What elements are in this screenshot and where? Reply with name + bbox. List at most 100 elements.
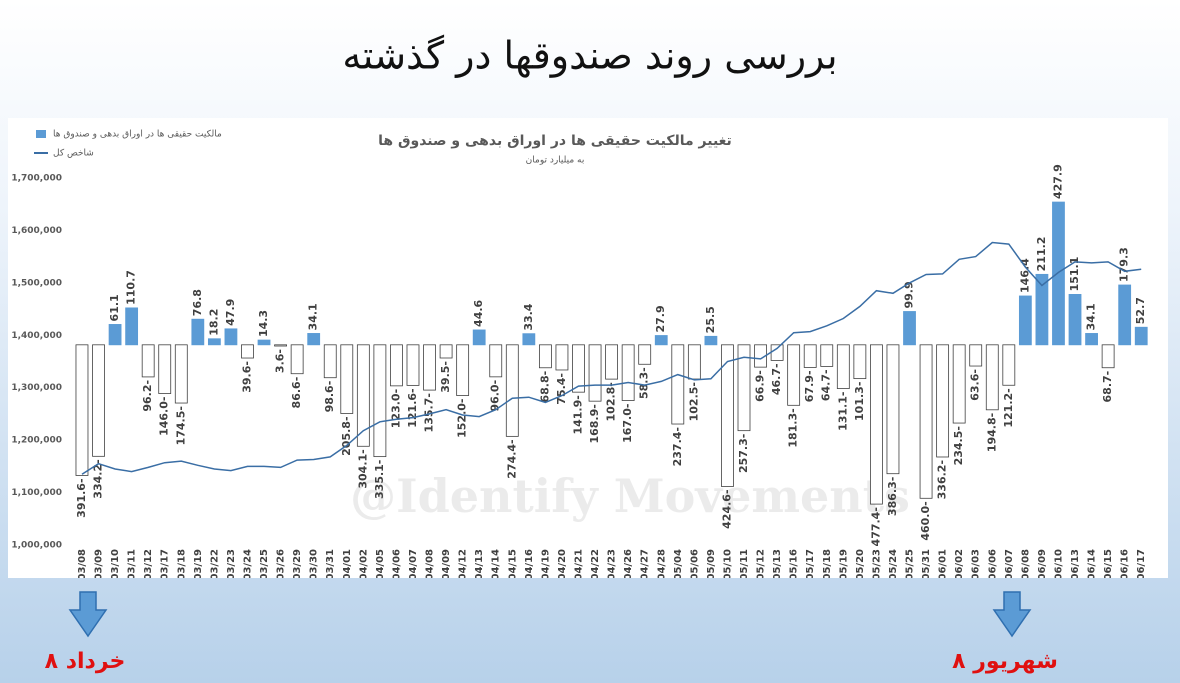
bar [1002,344,1016,386]
value-label: 152.0- [456,399,469,438]
x-tick-label: 03/09 [94,549,105,581]
bar [323,344,337,379]
x-tick-label: 03/23 [226,549,237,581]
x-tick-label: 03/29 [292,549,303,581]
x-tick-label: 04/12 [458,549,469,581]
x-tick-label: 05/18 [822,549,833,581]
bar [75,344,89,476]
x-tick-label: 06/13 [1070,549,1081,581]
bar [654,335,668,346]
x-tick-label: 06/02 [954,549,965,581]
x-tick-label: 04/16 [524,549,535,581]
bar [472,329,486,346]
page-title: بررسی روند صندوقها در گذشته [342,34,837,79]
x-tick-label: 04/06 [391,549,402,581]
x-tick-label: 04/01 [342,549,353,581]
bar [770,344,784,361]
x-tick-label: 04/21 [573,549,584,581]
value-label: 14.3 [257,310,270,337]
bar [274,344,287,347]
bar [836,344,850,389]
bar [257,339,271,346]
bar [108,324,122,346]
x-tick-label: 04/20 [557,549,568,581]
bar [969,344,983,367]
x-tick-label: 04/19 [540,549,551,581]
x-tick-label: 04/15 [507,549,518,581]
bar [406,344,420,386]
x-tick-label: 03/26 [276,549,287,581]
value-label: 47.9 [224,299,237,326]
bar [555,344,569,371]
bar [290,344,304,375]
bar [538,344,552,369]
bar [687,344,701,380]
value-label: 44.6 [472,299,485,326]
x-tick-label: 03/10 [110,549,121,581]
value-label: 99.9 [903,281,916,308]
value-label: 135.7- [423,393,436,432]
bar [605,344,618,380]
y-tick-label: 1,600,000 [11,226,62,236]
value-label: 101.3- [853,382,866,421]
bar [522,333,536,346]
legend-label: مالکیت حقیقی ها در اوراق بدهی و صندوق ها [53,130,222,140]
value-label: 146.4 [1018,258,1031,293]
arrow [992,591,1032,638]
bar [1052,201,1065,346]
bar [588,344,602,402]
value-label: 110.7 [125,270,138,305]
value-label: 67.9- [803,370,816,402]
y-tick-label: 1,400,000 [11,331,62,341]
value-label: 46.7- [770,363,783,395]
legend-label: شاخص کل [53,149,94,159]
x-tick-label: 04/26 [623,549,634,581]
value-label: 25.5 [704,306,717,333]
x-tick-label: 06/07 [1004,549,1015,581]
bar [671,344,685,425]
x-tick-label: 05/09 [706,549,717,581]
bar [820,344,834,367]
value-label: 86.6- [290,377,303,409]
x-tick-label: 05/16 [789,549,800,581]
value-label: 27.9 [654,305,667,332]
value-label: 141.9- [571,395,584,434]
value-label: 58.3- [638,367,651,399]
bar [456,344,470,396]
y-tick-label: 1,000,000 [11,541,62,551]
value-label: 211.2 [1035,237,1048,272]
x-tick-label: 05/06 [689,549,700,581]
value-label: 68.8- [538,371,551,403]
x-tick-label: 05/23 [871,549,882,581]
marker-label: ۸ خرداد [45,649,126,674]
x-tick-label: 04/22 [590,549,601,581]
value-label: 33.4 [522,303,535,330]
chart: تغییر مالکیت حقیقی ها در اوراق بدهی و صن… [8,118,1168,581]
x-tick-label: 04/28 [656,549,667,581]
y-tick-label: 1,200,000 [11,436,62,446]
x-tick-label: 04/27 [640,549,651,581]
value-label: 121.2- [1002,388,1015,427]
x-tick-label: 06/03 [971,549,982,581]
x-tick-label: 03/19 [193,549,204,581]
value-label: 477.4- [869,507,882,546]
value-label: 64.7- [820,369,833,401]
value-label: 335.1- [373,460,386,499]
bar [125,307,139,346]
x-tick-label: 05/20 [855,549,866,581]
bar [621,344,635,401]
value-label: 179.3 [1118,247,1131,282]
bar [390,344,403,387]
x-tick-label: 03/11 [127,549,138,581]
bar [1035,273,1049,346]
x-tick-label: 03/22 [209,549,220,581]
value-label: 18.2 [207,309,220,336]
bar [919,344,933,499]
x-tick-label: 04/13 [474,549,485,581]
value-label: 205.8- [340,416,353,455]
x-tick-label: 05/24 [888,549,899,581]
index-line [81,241,1142,475]
legend-swatch [36,130,46,138]
value-label: 102.8- [605,382,618,421]
